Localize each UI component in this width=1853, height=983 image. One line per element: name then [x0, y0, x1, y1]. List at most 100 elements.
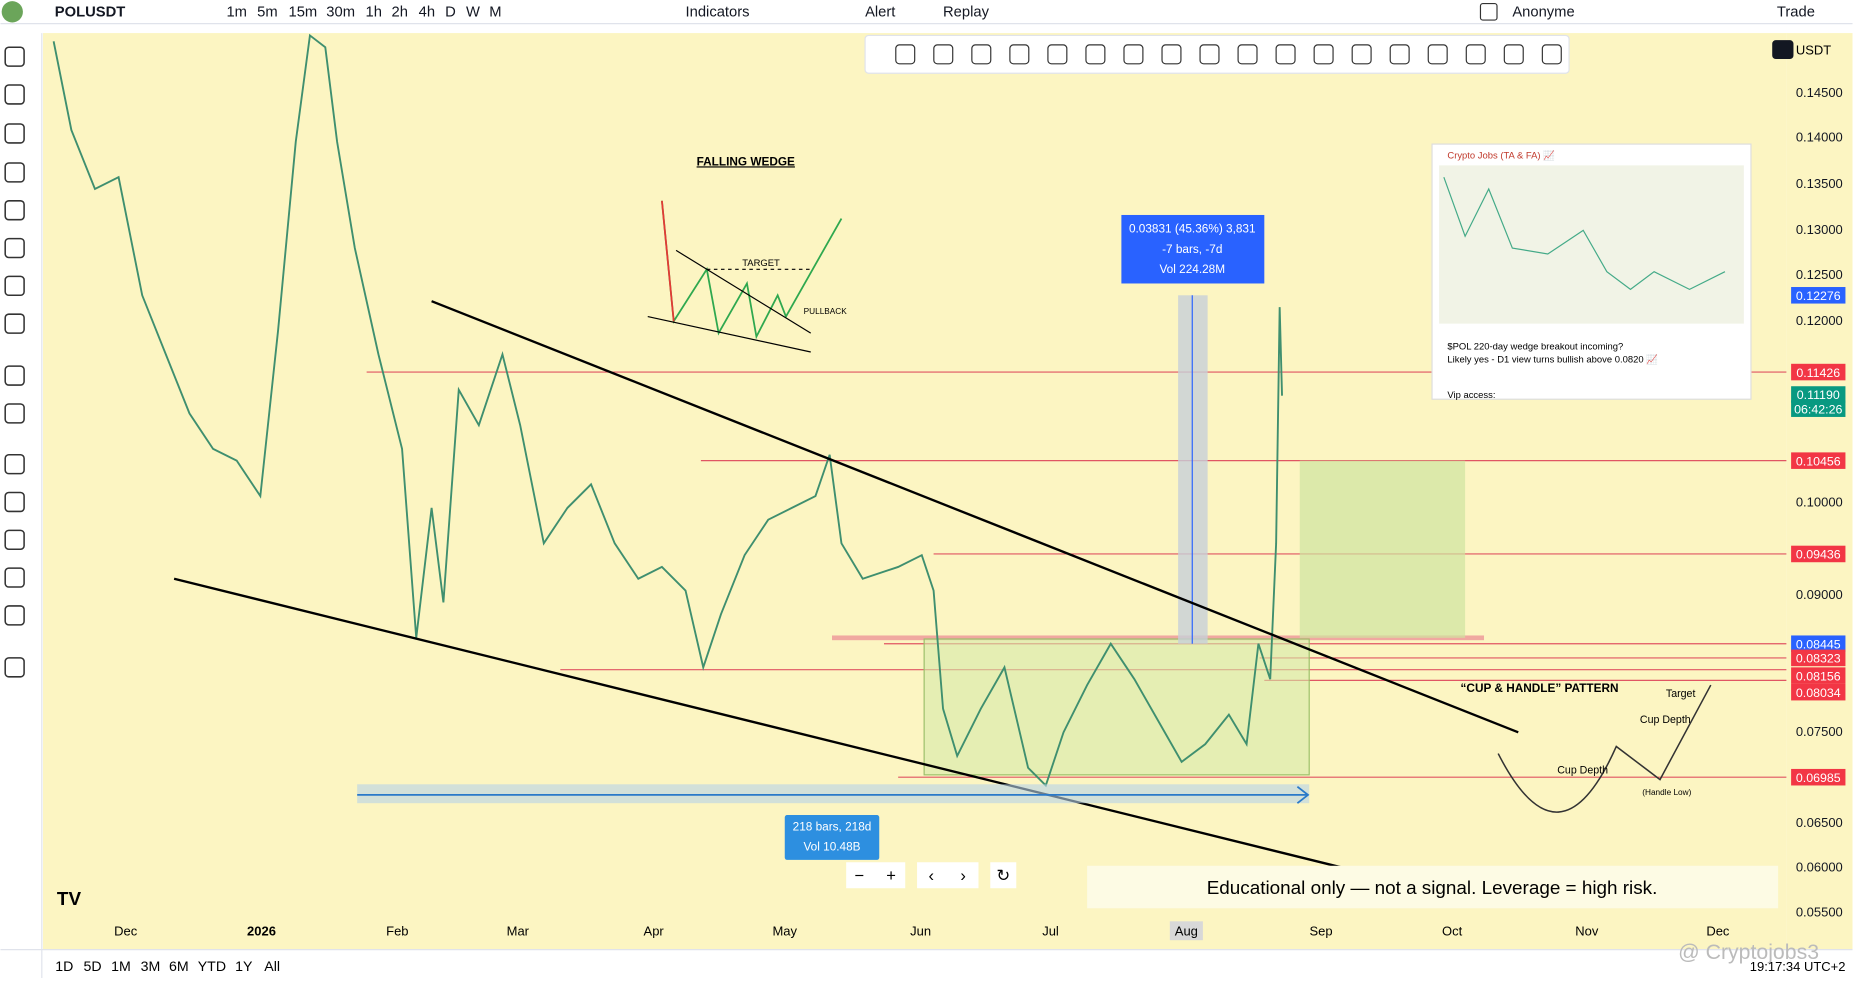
draw-tool[interactable]	[1541, 44, 1562, 65]
price-tick-label: 0.06000	[1796, 860, 1843, 875]
checkbox[interactable]	[1479, 2, 1498, 21]
replay[interactable]: Replay	[943, 5, 990, 21]
draw-tool[interactable]	[1161, 44, 1182, 65]
draw-tool[interactable]	[1465, 44, 1486, 65]
drawing-tools	[895, 44, 1562, 65]
interval[interactable]: 2h	[391, 5, 407, 21]
price-label: 0.08323	[1796, 652, 1841, 666]
price-tick-label: 0.13500	[1796, 176, 1843, 191]
interval[interactable]: M	[489, 5, 501, 21]
interval[interactable]: 15m	[288, 5, 317, 21]
range-button[interactable]: 5D	[84, 959, 102, 975]
alert[interactable]: Alert	[865, 5, 895, 21]
reset[interactable]: ↻	[996, 866, 1010, 885]
price-label-bg	[1791, 545, 1846, 563]
arrow-head	[1296, 785, 1310, 804]
range-label: 218 bars, 218d	[793, 819, 872, 833]
draw-tool[interactable]	[1275, 44, 1296, 65]
price-label: 0.12276	[1796, 289, 1841, 303]
draw-tool[interactable]	[1009, 44, 1030, 65]
interval[interactable]: 4h	[419, 5, 435, 21]
draw-tool[interactable]	[1123, 44, 1144, 65]
wedge-sketch-top	[675, 249, 812, 334]
interval[interactable]: D	[445, 5, 456, 21]
draw-tool[interactable]	[1389, 44, 1410, 65]
scroll-right[interactable]: ›	[960, 866, 966, 885]
interval[interactable]: 1h	[366, 5, 382, 21]
tool-icon[interactable]	[4, 237, 25, 259]
tool-icon[interactable]	[4, 567, 25, 588]
draw-tool[interactable]	[933, 44, 954, 65]
price-label-bg	[1791, 400, 1846, 417]
price-label-bg	[1791, 287, 1846, 304]
account[interactable]: Anonyme	[1512, 5, 1574, 21]
range-button[interactable]: All	[264, 959, 280, 975]
price-label-bg	[1791, 452, 1846, 469]
inset-title: Crypto Jobs (TA & FA) 📈	[1447, 149, 1555, 161]
tool-icon[interactable]	[4, 84, 25, 105]
draw-tool[interactable]	[1313, 44, 1334, 65]
price-label: 0.11426	[1796, 366, 1840, 380]
draw-tool[interactable]	[1085, 44, 1106, 65]
interval[interactable]: W	[466, 5, 480, 21]
left-toolbar	[4, 46, 25, 678]
range-button[interactable]: 1D	[55, 959, 73, 975]
zoom-in[interactable]: +	[886, 866, 896, 885]
draw-tool[interactable]	[1199, 44, 1220, 65]
tool-icon[interactable]	[4, 403, 25, 424]
draw-tool[interactable]	[1351, 44, 1372, 65]
price-label: 0.08034	[1796, 686, 1841, 700]
avatar[interactable]	[1, 1, 23, 23]
header: POLUSDT 1m 5m 15m 30m 1h 2h 4h D W M Indicators Aler…	[55, 2, 1815, 21]
trade[interactable]: Trade	[1777, 5, 1815, 21]
range-label-box	[784, 815, 880, 860]
measure-box	[1121, 214, 1265, 284]
tool-icon[interactable]	[4, 365, 25, 386]
range-button[interactable]: 1Y	[235, 959, 253, 975]
currency[interactable]: USDT	[1796, 42, 1831, 57]
range-button[interactable]: 6M	[169, 959, 189, 975]
tool-icon[interactable]	[4, 123, 25, 144]
time-tick-label: Mar	[507, 923, 530, 938]
range-measure	[357, 784, 1310, 804]
tool-icon[interactable]	[4, 491, 25, 513]
tool-icon[interactable]	[4, 275, 25, 297]
tool-icon[interactable]	[4, 453, 25, 475]
range-button[interactable]: 1M	[111, 959, 131, 975]
measure-label: 0.03831 (45.36%) 3,831	[1129, 222, 1256, 236]
draw-tool[interactable]	[1427, 44, 1448, 65]
tool-icon[interactable]	[4, 529, 25, 551]
range-button[interactable]: YTD	[198, 959, 226, 975]
draw-tool[interactable]	[895, 44, 916, 65]
measure-label: -7 bars, -7d	[1162, 242, 1222, 256]
interval[interactable]: 1m	[226, 5, 247, 21]
time-tick-label: Oct	[1442, 923, 1463, 938]
zoom-bg	[846, 862, 906, 889]
tool-icon[interactable]	[4, 46, 25, 67]
time-tick-label: Nov	[1575, 923, 1599, 938]
tool-icon[interactable]	[4, 605, 25, 626]
tool-icon[interactable]	[4, 200, 25, 221]
price-label-bg	[1791, 667, 1846, 684]
price-label: 0.08445	[1796, 637, 1841, 651]
symbol[interactable]: POLUSDT	[55, 5, 125, 21]
tool-icon[interactable]	[4, 313, 25, 334]
tool-icon[interactable]	[4, 162, 25, 183]
interval[interactable]: 30m	[326, 5, 355, 21]
zoom-out[interactable]: −	[854, 866, 864, 885]
time-tick-label: Aug	[1175, 923, 1198, 938]
indicators[interactable]: Indicators	[686, 5, 750, 21]
draw-tool[interactable]	[1237, 44, 1258, 65]
draw-tool[interactable]	[971, 44, 992, 65]
draw-tool[interactable]	[1503, 44, 1524, 65]
range-label: Vol 10.48B	[803, 839, 860, 853]
box-icon[interactable]	[1772, 40, 1794, 60]
scroll-left[interactable]: ‹	[928, 866, 934, 885]
time-highlight	[1169, 921, 1203, 941]
draw-tool[interactable]	[1047, 44, 1068, 65]
interval[interactable]: 5m	[257, 5, 278, 21]
range-button[interactable]: 3M	[141, 959, 161, 975]
tool-icon[interactable]	[4, 657, 25, 678]
inset-line	[1443, 176, 1726, 291]
